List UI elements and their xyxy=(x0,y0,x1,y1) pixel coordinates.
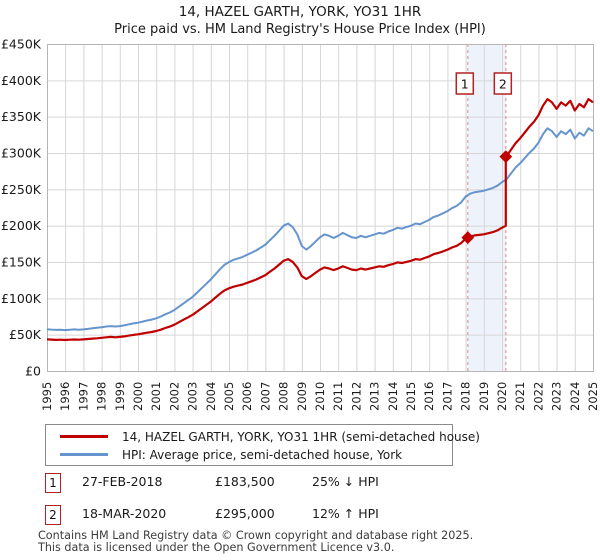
ownership-period-band xyxy=(467,44,506,371)
svg-text:2004: 2004 xyxy=(204,382,218,411)
svg-text:2024: 2024 xyxy=(568,382,582,411)
svg-text:2011: 2011 xyxy=(331,382,345,411)
svg-text:2022: 2022 xyxy=(531,382,545,411)
svg-text:1: 1 xyxy=(461,77,469,92)
price-chart: £450K £400K £350K £300K £250K £200K £150K £100K… xyxy=(1,37,600,412)
transaction-row-2: 2 18-MAR-2020 £295,000 12% ↑ HPI xyxy=(0,505,600,525)
legend-label-property: 14, HAZEL GARTH, YORK, YO31 1HR (semi-de… xyxy=(122,429,480,444)
y-axis-labels: £450K £400K £350K £300K £250K £200K £150K £100K… xyxy=(1,37,42,379)
svg-text:2010: 2010 xyxy=(313,382,327,411)
copyright-footer: Contains HM Land Registry data © Crown c… xyxy=(38,530,598,553)
svg-text:2014: 2014 xyxy=(386,382,400,411)
legend-item-property: 14, HAZEL GARTH, YORK, YO31 1HR (semi-de… xyxy=(46,427,480,446)
svg-text:2003: 2003 xyxy=(186,382,200,411)
legend-label-hpi: HPI: Average price, semi-detached house,… xyxy=(122,447,403,462)
svg-text:2012: 2012 xyxy=(349,382,363,411)
svg-text:2009: 2009 xyxy=(295,382,309,411)
transaction-2-date: 18-MAR-2020 xyxy=(82,506,167,521)
svg-text:1997: 1997 xyxy=(76,382,90,411)
sale-point-2 xyxy=(499,150,513,163)
svg-text:2007: 2007 xyxy=(258,382,272,411)
svg-text:£300K: £300K xyxy=(1,146,42,161)
transaction-row-1: 1 27-FEB-2018 £183,500 25% ↓ HPI xyxy=(0,473,600,493)
hpi-line-swatch xyxy=(60,453,108,456)
svg-text:2021: 2021 xyxy=(513,382,527,411)
svg-text:2023: 2023 xyxy=(550,382,564,411)
svg-text:2005: 2005 xyxy=(222,382,236,411)
svg-text:2008: 2008 xyxy=(277,382,291,411)
plot-frame xyxy=(47,44,594,372)
svg-text:1995: 1995 xyxy=(40,382,54,411)
legend-item-hpi: HPI: Average price, semi-detached house,… xyxy=(46,445,452,464)
sale-point-1 xyxy=(461,231,475,245)
svg-text:£0: £0 xyxy=(25,364,41,379)
chart-legend: 14, HAZEL GARTH, YORK, YO31 1HR (semi-de… xyxy=(45,424,480,466)
transaction-1-price: £183,500 xyxy=(215,474,275,489)
svg-text:1999: 1999 xyxy=(113,382,127,411)
svg-text:2: 2 xyxy=(499,77,507,92)
property-line xyxy=(46,97,594,342)
transaction-2-price: £295,000 xyxy=(215,506,275,521)
footer-line-1: Contains HM Land Registry data © Crown c… xyxy=(38,529,474,542)
svg-text:£100K: £100K xyxy=(1,291,42,306)
svg-text:2006: 2006 xyxy=(240,382,254,411)
svg-text:2025: 2025 xyxy=(586,382,600,411)
svg-text:2015: 2015 xyxy=(404,382,418,411)
svg-text:2001: 2001 xyxy=(149,382,163,411)
transaction-1-chart-marker: 1 xyxy=(455,72,475,95)
svg-text:£250K: £250K xyxy=(1,182,42,197)
svg-text:£200K: £200K xyxy=(1,218,42,233)
svg-text:£50K: £50K xyxy=(9,327,42,342)
svg-text:£400K: £400K xyxy=(1,73,42,88)
svg-text:2016: 2016 xyxy=(422,382,436,411)
svg-text:2017: 2017 xyxy=(440,382,454,411)
svg-text:2002: 2002 xyxy=(167,382,181,411)
svg-text:1996: 1996 xyxy=(58,382,72,411)
x-axis-labels: 1995 1996 1997 1998 1999 2000 2001 2002 2003 2004… xyxy=(40,382,600,411)
svg-text:2019: 2019 xyxy=(477,382,491,411)
svg-text:£150K: £150K xyxy=(1,255,42,270)
svg-text:1998: 1998 xyxy=(95,382,109,411)
svg-text:2020: 2020 xyxy=(495,382,509,411)
transaction-2-hpi-delta: 12% ↑ HPI xyxy=(312,506,379,521)
transaction-2-marker: 2 xyxy=(45,505,61,525)
hpi-line xyxy=(46,127,594,332)
transaction-1-date: 27-FEB-2018 xyxy=(82,474,163,489)
page-title: 14, HAZEL GARTH, YORK, YO31 1HR xyxy=(178,4,422,20)
svg-text:2018: 2018 xyxy=(459,382,473,411)
svg-text:£350K: £350K xyxy=(1,109,42,124)
svg-text:£450K: £450K xyxy=(1,37,42,52)
transaction-1-hpi-delta: 25% ↓ HPI xyxy=(312,474,379,489)
svg-text:2000: 2000 xyxy=(131,382,145,411)
footer-line-2: This data is licensed under the Open Gov… xyxy=(38,540,395,554)
svg-text:2013: 2013 xyxy=(368,382,382,411)
transaction-1-marker: 1 xyxy=(45,473,61,493)
page-subtitle: Price paid vs. HM Land Registry's House … xyxy=(114,22,486,37)
property-line-swatch xyxy=(60,435,108,438)
transaction-2-chart-marker: 2 xyxy=(493,72,513,95)
